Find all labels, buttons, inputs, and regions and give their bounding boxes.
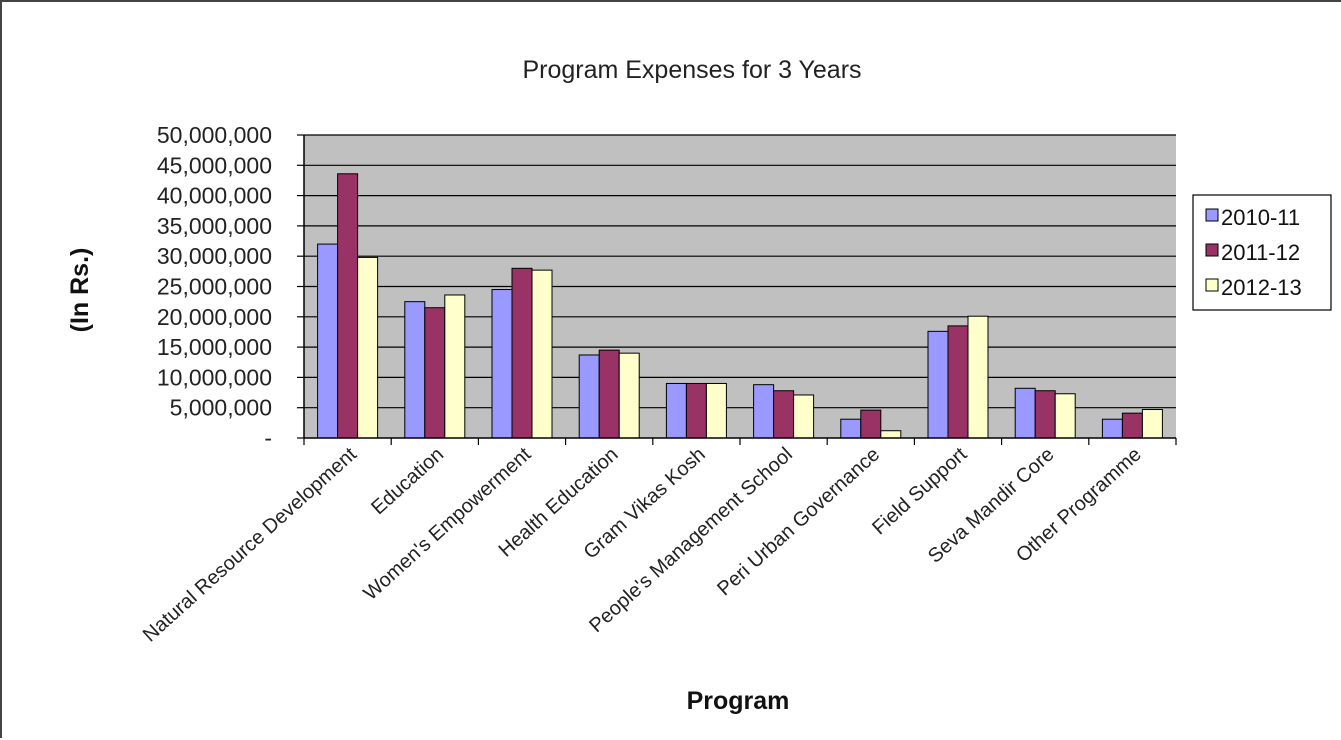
legend-label: 2011-12 xyxy=(1221,240,1300,265)
bar-2012-13-5 xyxy=(793,394,815,439)
bar-2012-13-8 xyxy=(1054,393,1076,439)
y-tick-label: 20,000,000 xyxy=(157,304,272,330)
bar-2011-12-0 xyxy=(337,173,359,439)
bar-2012-13-1 xyxy=(444,294,466,439)
bar-2011-12-6 xyxy=(860,409,882,439)
bar-2010-11-4 xyxy=(665,382,687,439)
bar-2011-12-8 xyxy=(1034,390,1056,439)
bar-2010-11-9 xyxy=(1101,418,1123,439)
bar-2010-11-5 xyxy=(753,384,775,439)
bar-2011-12-5 xyxy=(773,390,795,439)
bar-2010-11-8 xyxy=(1014,387,1036,439)
bar-2010-11-2 xyxy=(491,289,513,439)
legend-swatch xyxy=(1205,208,1219,222)
y-tick-labels: - 5,000,000 10,000,000 15,000,000 20,000,000… xyxy=(157,122,272,451)
x-tick-label: Education xyxy=(367,443,448,519)
axes xyxy=(297,134,1177,445)
legend-label: 2012-13 xyxy=(1221,275,1302,300)
y-tick-label: 5,000,000 xyxy=(170,395,272,421)
y-tick-label: 45,000,000 xyxy=(157,152,272,178)
bar-2011-12-3 xyxy=(598,349,620,439)
legend-swatch xyxy=(1205,278,1219,292)
x-tick-labels: Natural Resource Development EducationWom… xyxy=(139,443,1146,646)
x-tick-label: Peri Urban Governance xyxy=(713,443,884,600)
bars xyxy=(317,173,1163,439)
chart-title: Program Expenses for 3 Years xyxy=(522,56,861,84)
y-tick-label: 15,000,000 xyxy=(157,334,272,360)
x-tick-label: Natural Resource Development xyxy=(139,443,361,646)
x-tick-label: Women's Empowerment xyxy=(359,443,535,605)
bar-2012-13-7 xyxy=(967,315,989,439)
bar-2012-13-6 xyxy=(880,430,902,439)
y-axis-title: (In Rs.) xyxy=(66,248,94,333)
y-tick-label: 25,000,000 xyxy=(157,274,272,300)
bar-2010-11-0 xyxy=(317,243,339,439)
y-tick-label: 50,000,000 xyxy=(157,122,272,148)
bar-2011-12-9 xyxy=(1121,412,1143,439)
bar-2011-12-4 xyxy=(685,382,707,439)
bar-2012-13-9 xyxy=(1141,409,1163,439)
legend-label: 2010-11 xyxy=(1221,205,1300,230)
bar-2010-11-3 xyxy=(578,354,600,439)
bar-2011-12-1 xyxy=(424,307,446,439)
y-tick-label: - xyxy=(264,425,272,451)
y-tick-label: 35,000,000 xyxy=(157,213,272,239)
x-axis-title: Program xyxy=(687,687,790,715)
bar-2011-12-7 xyxy=(947,325,969,439)
bar-2012-13-3 xyxy=(618,352,640,439)
legend: 2010-11 2011-12 2012-13 xyxy=(1192,194,1332,311)
y-tick-label: 30,000,000 xyxy=(157,243,272,269)
legend-swatch xyxy=(1205,243,1219,257)
bar-2010-11-1 xyxy=(404,301,426,439)
bar-2010-11-6 xyxy=(840,418,862,439)
bar-2010-11-7 xyxy=(927,330,949,439)
bar-2012-13-4 xyxy=(705,382,727,439)
y-tick-label: 40,000,000 xyxy=(157,183,272,209)
bar-2011-12-2 xyxy=(511,267,533,439)
bar-2012-13-0 xyxy=(357,256,379,439)
y-tick-label: 10,000,000 xyxy=(157,364,272,390)
bar-2012-13-2 xyxy=(531,269,553,439)
